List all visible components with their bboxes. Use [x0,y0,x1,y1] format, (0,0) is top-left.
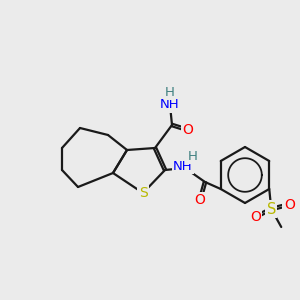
Text: O: O [183,123,194,137]
Text: O: O [250,210,261,224]
Text: H: H [165,85,175,98]
Text: NH: NH [160,98,180,112]
Text: H: H [188,149,198,163]
Text: NH: NH [173,160,193,172]
Text: O: O [195,193,206,207]
Text: S: S [139,186,147,200]
Text: O: O [284,198,295,212]
Text: S: S [267,202,276,217]
